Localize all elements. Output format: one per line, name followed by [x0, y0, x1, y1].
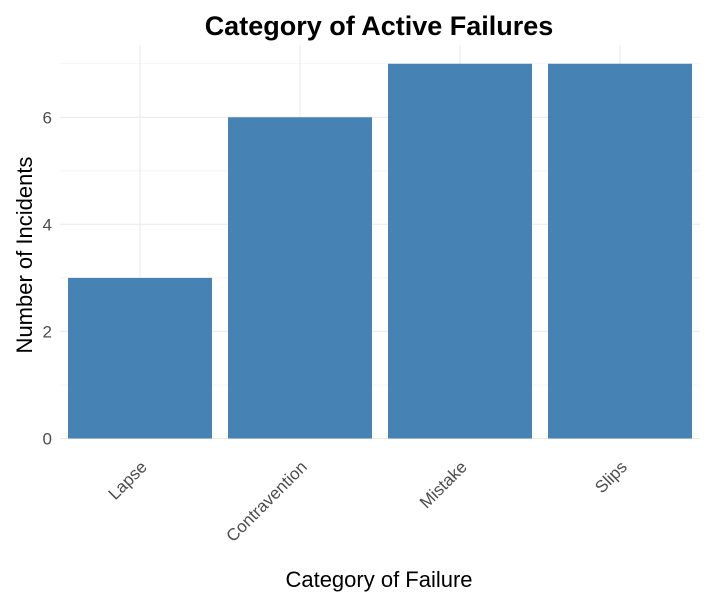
- y-axis-ticks: 0 2 4 6: [43, 108, 52, 448]
- y-tick-label: 6: [43, 108, 52, 127]
- y-tick-label: 0: [43, 430, 52, 449]
- y-tick-label: 4: [43, 215, 52, 234]
- y-tick-label: 2: [43, 322, 52, 341]
- x-axis-title: Category of Failure: [285, 567, 472, 592]
- x-tick-label: Lapse: [105, 457, 151, 503]
- bar: [548, 63, 692, 439]
- x-tick-label: Mistake: [416, 457, 471, 512]
- chart-title: Category of Active Failures: [205, 11, 554, 41]
- y-axis-title: Number of Incidents: [12, 157, 37, 354]
- x-axis-ticks: Lapse Contravention Mistake Slips: [105, 457, 631, 545]
- x-tick-label: Contravention: [223, 457, 311, 545]
- bar: [228, 117, 372, 439]
- bar: [388, 63, 532, 439]
- x-tick-label: Slips: [591, 457, 630, 496]
- bars: [68, 63, 692, 439]
- bar: [68, 277, 212, 439]
